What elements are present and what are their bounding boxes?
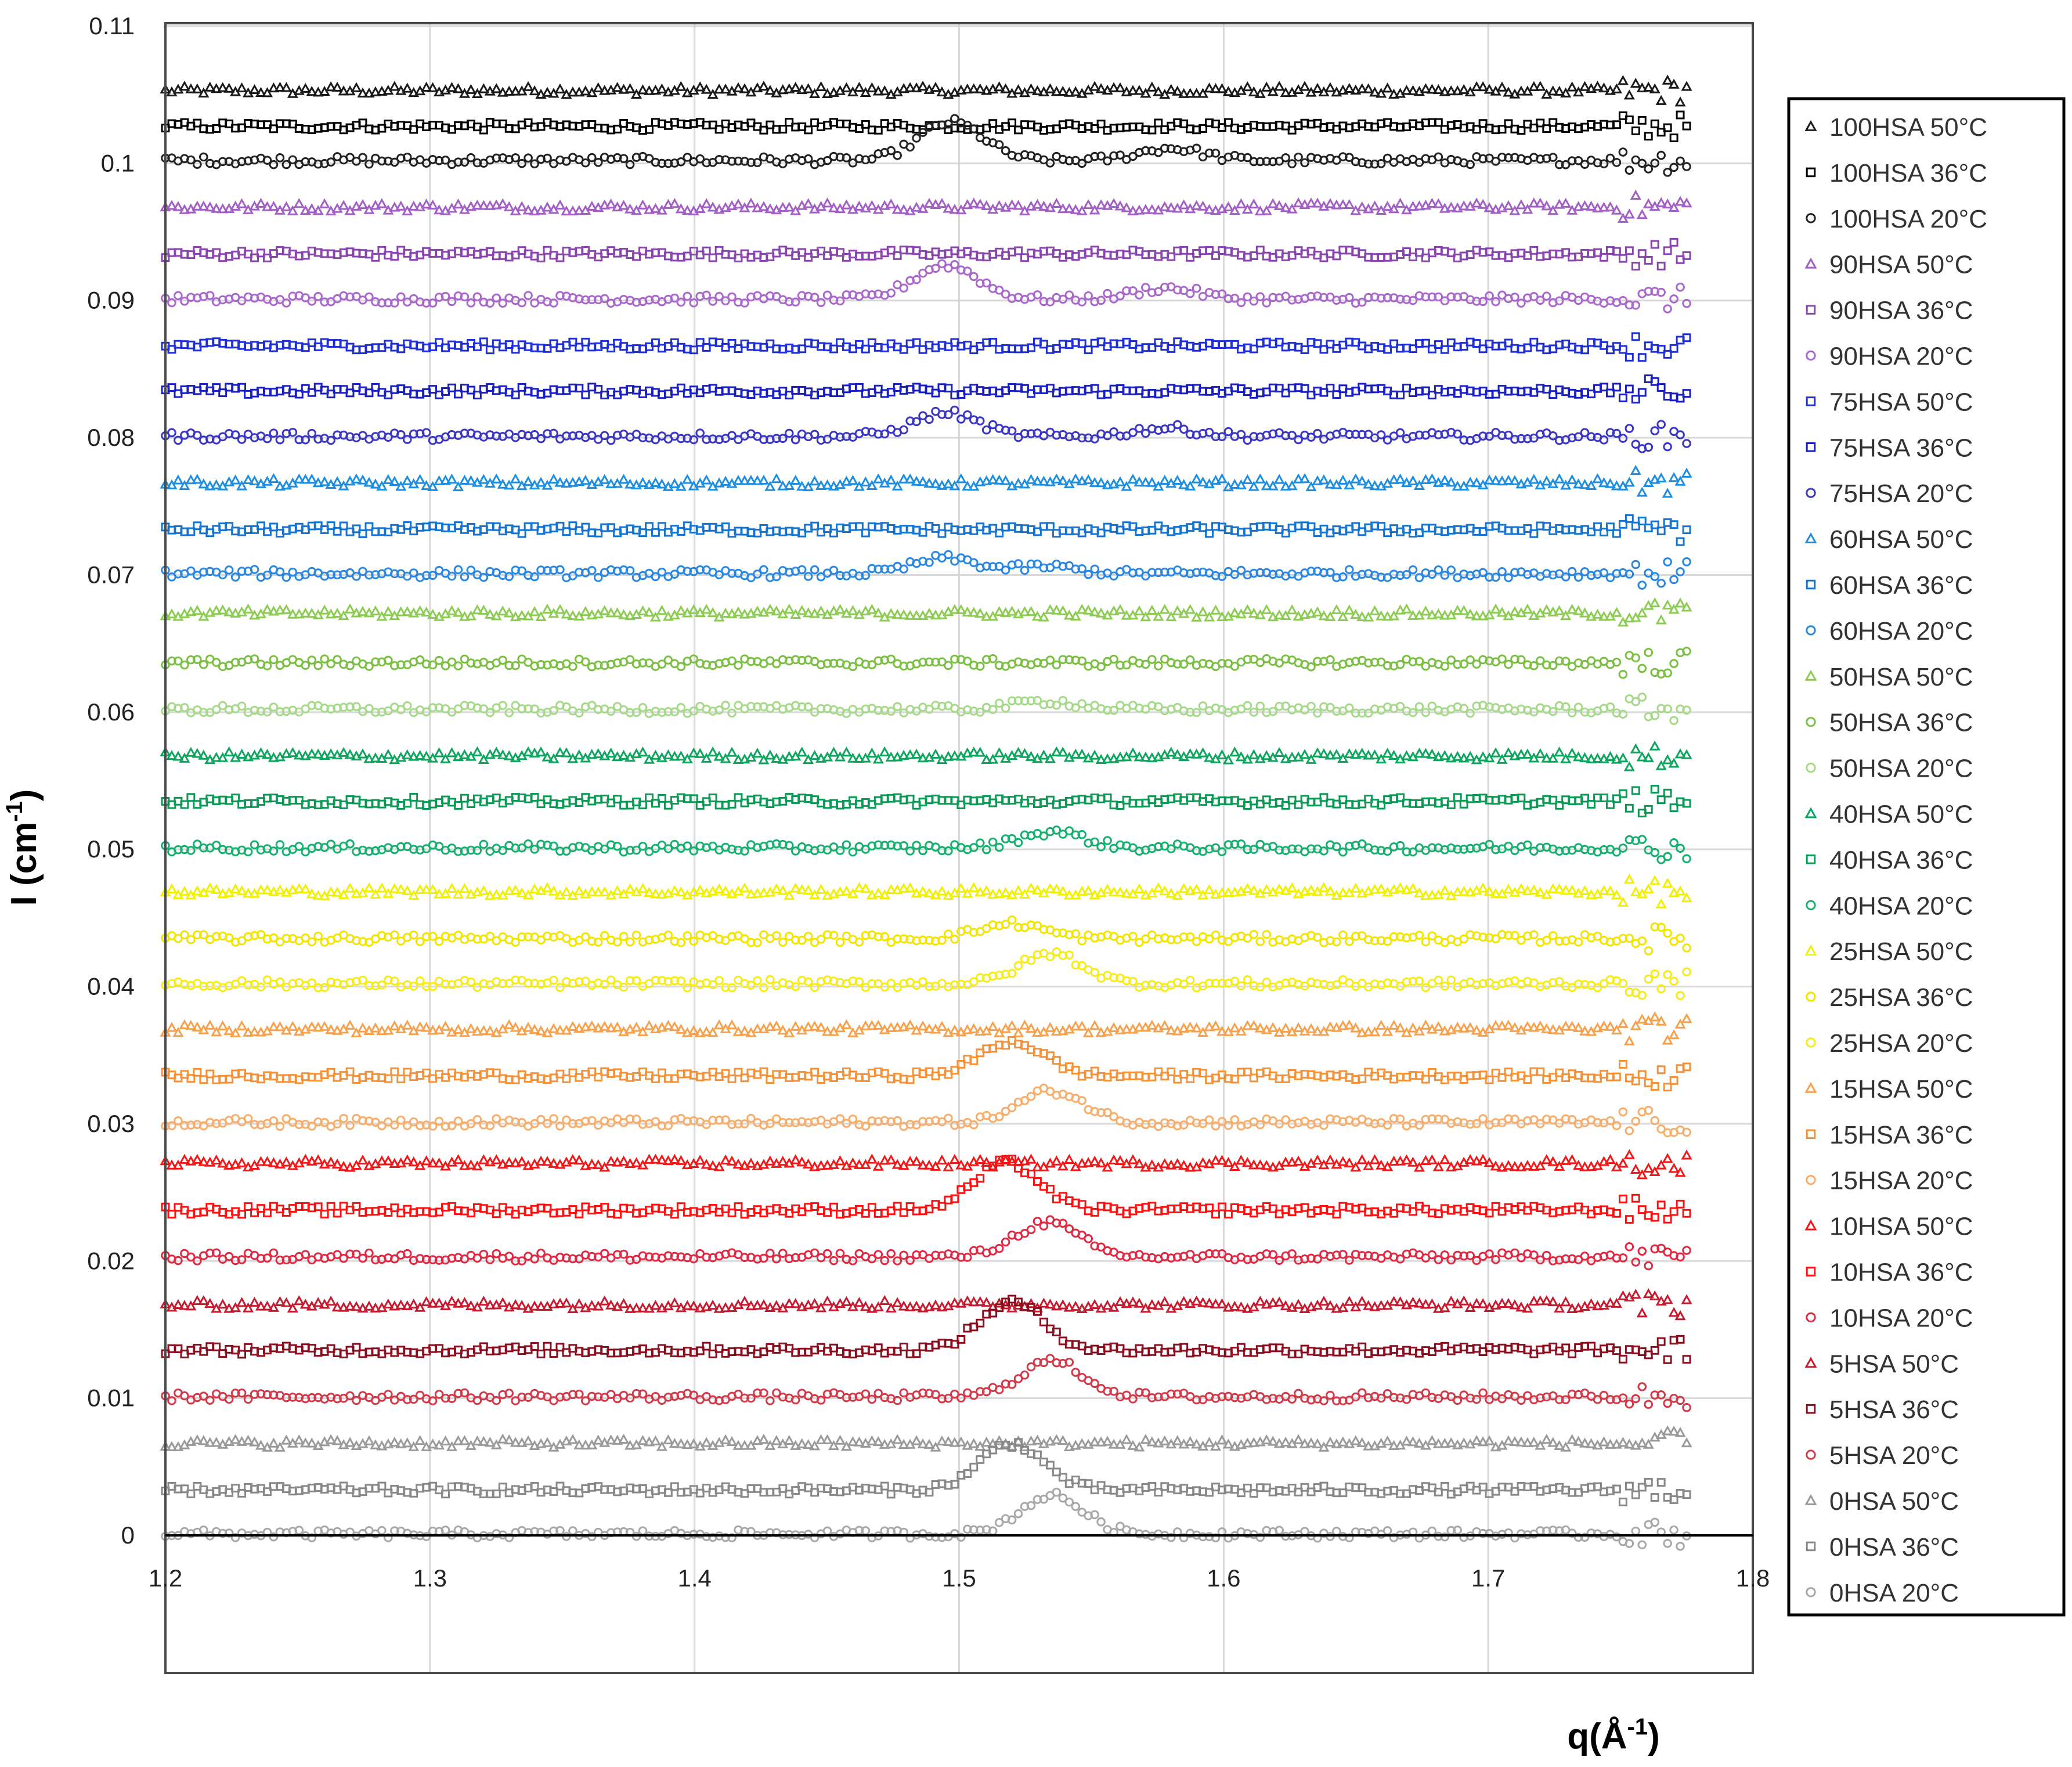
chart-svg: 00.010.020.030.040.050.060.070.080.090.1… — [0, 0, 2072, 1764]
